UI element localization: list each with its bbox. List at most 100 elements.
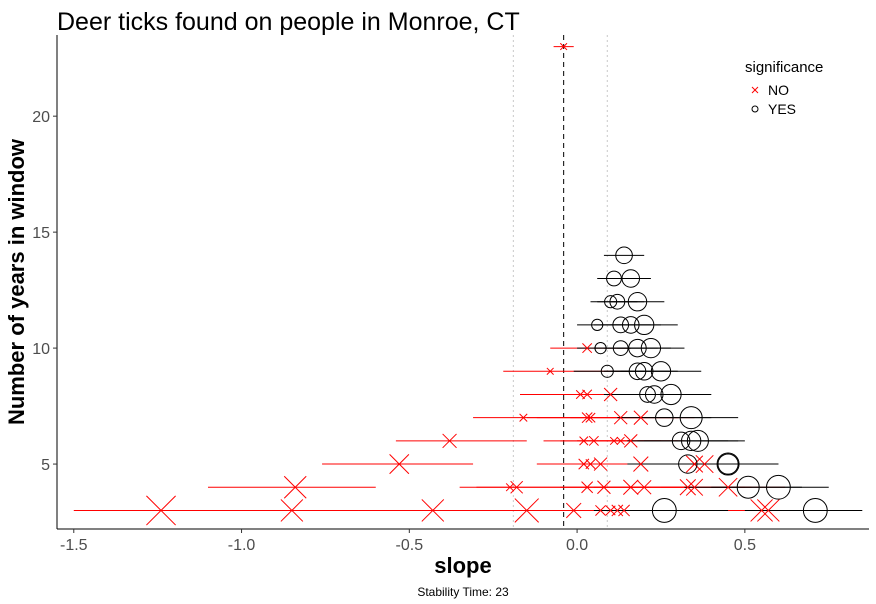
no-point-marker bbox=[514, 498, 540, 523]
yes-point-marker bbox=[639, 386, 656, 403]
legend-circle bbox=[751, 105, 759, 113]
x-mark-stroke bbox=[581, 481, 594, 494]
x-mark-stroke bbox=[633, 456, 649, 472]
no-point-marker bbox=[442, 433, 457, 449]
x-mark-stroke bbox=[750, 499, 773, 522]
no-point-marker bbox=[581, 481, 594, 494]
x-mark-stroke bbox=[283, 475, 307, 499]
no-point-marker bbox=[546, 367, 554, 375]
x-mark-stroke bbox=[679, 479, 697, 496]
x-mark-stroke bbox=[146, 495, 176, 526]
x-tick-label: -0.5 bbox=[396, 537, 424, 554]
x-axis-ticks: -1.5 -1.0 -0.5 0.0 0.5 bbox=[60, 529, 756, 554]
no-point-marker bbox=[389, 454, 410, 475]
x-mark-stroke bbox=[597, 480, 611, 495]
x-mark-stroke bbox=[585, 459, 596, 470]
error-bars bbox=[73, 46, 863, 511]
no-point-marker bbox=[510, 480, 524, 494]
yes-point-marker bbox=[609, 293, 626, 310]
no-point-marker bbox=[146, 495, 176, 526]
x-mark-stroke bbox=[685, 478, 704, 496]
x-axis-title: slope bbox=[434, 553, 491, 578]
legend-x-stroke bbox=[751, 86, 759, 94]
legend-entry-no: NO bbox=[751, 82, 789, 98]
yes-point-marker bbox=[679, 406, 703, 430]
legend-yes-marker-icon bbox=[751, 105, 759, 113]
y-axis-ticks: 5 10 15 20 bbox=[32, 109, 57, 474]
yes-point-marker bbox=[634, 362, 654, 381]
no-point-marker bbox=[421, 499, 445, 522]
x-tick-label: -1.0 bbox=[228, 537, 256, 554]
yes-point-marker bbox=[802, 498, 828, 523]
yes-point-marker bbox=[681, 430, 702, 452]
x-mark-stroke bbox=[636, 479, 652, 495]
yes-point-marker bbox=[716, 452, 740, 476]
yes-point-marker bbox=[655, 408, 674, 427]
yes-point-marker bbox=[645, 385, 664, 404]
x-mark-stroke bbox=[505, 483, 515, 492]
no-point-marker bbox=[633, 410, 649, 425]
yes-point-marker bbox=[686, 429, 709, 452]
no-point-marker bbox=[718, 477, 738, 497]
yes-point-marker bbox=[606, 270, 622, 287]
legend-label-no: NO bbox=[768, 82, 789, 98]
x-mark-stroke bbox=[421, 499, 445, 522]
no-point-marker bbox=[559, 42, 568, 51]
y-tick-label: 15 bbox=[32, 225, 50, 242]
y-tick-label: 5 bbox=[41, 457, 50, 474]
no-point-marker bbox=[685, 455, 704, 473]
data-markers bbox=[146, 42, 828, 526]
no-point-marker bbox=[505, 483, 515, 492]
x-mark-stroke bbox=[633, 410, 649, 425]
x-mark-stroke bbox=[695, 454, 714, 474]
yes-point-marker bbox=[621, 316, 640, 334]
yes-point-marker bbox=[591, 318, 604, 332]
x-mark-stroke bbox=[616, 436, 625, 446]
yes-point-marker bbox=[671, 431, 691, 451]
no-point-marker bbox=[575, 389, 586, 400]
yes-point-marker bbox=[627, 292, 648, 312]
yes-point-marker bbox=[612, 316, 630, 334]
legend-title: significance bbox=[745, 59, 823, 76]
no-point-marker bbox=[750, 499, 773, 522]
no-point-marker bbox=[597, 480, 611, 495]
x-mark-stroke bbox=[611, 504, 624, 517]
x-tick-label: -1.5 bbox=[60, 537, 88, 554]
yes-point-marker bbox=[660, 383, 682, 406]
yes-point-marker bbox=[604, 295, 618, 309]
no-point-marker bbox=[633, 456, 649, 472]
stability-caption: Stability Time: 23 bbox=[417, 585, 509, 599]
x-mark-stroke bbox=[718, 477, 738, 497]
no-point-marker bbox=[283, 475, 307, 499]
no-point-marker bbox=[618, 504, 631, 517]
yes-point-marker bbox=[717, 453, 739, 475]
y-tick-label: 20 bbox=[32, 109, 50, 126]
x-mark-stroke bbox=[613, 410, 628, 425]
no-point-marker bbox=[623, 434, 638, 448]
x-mark-stroke bbox=[565, 502, 582, 519]
x-mark-stroke bbox=[595, 504, 607, 516]
no-point-marker bbox=[603, 387, 618, 402]
x-mark-stroke bbox=[585, 412, 596, 423]
plot-area bbox=[56, 35, 869, 530]
x-tick-label: 0.5 bbox=[734, 537, 756, 554]
no-point-marker bbox=[585, 412, 596, 423]
x-mark-stroke bbox=[581, 412, 593, 424]
chart-title: Deer ticks found on people in Monroe, CT bbox=[57, 8, 520, 36]
no-point-marker bbox=[636, 479, 652, 495]
yes-point-marker bbox=[600, 364, 614, 378]
x-mark-stroke bbox=[514, 498, 540, 523]
x-mark-stroke bbox=[603, 387, 618, 402]
x-mark-stroke bbox=[588, 435, 599, 446]
no-point-marker bbox=[280, 499, 304, 522]
no-point-marker bbox=[581, 412, 593, 424]
x-mark-stroke bbox=[519, 413, 528, 422]
no-point-marker bbox=[609, 436, 619, 446]
yes-point-marker bbox=[615, 246, 633, 265]
x-tick-label: 0.0 bbox=[566, 537, 588, 554]
x-mark-stroke bbox=[685, 455, 704, 473]
no-point-marker bbox=[582, 343, 593, 354]
x-mark-stroke bbox=[559, 42, 568, 51]
x-mark-stroke bbox=[442, 433, 457, 449]
